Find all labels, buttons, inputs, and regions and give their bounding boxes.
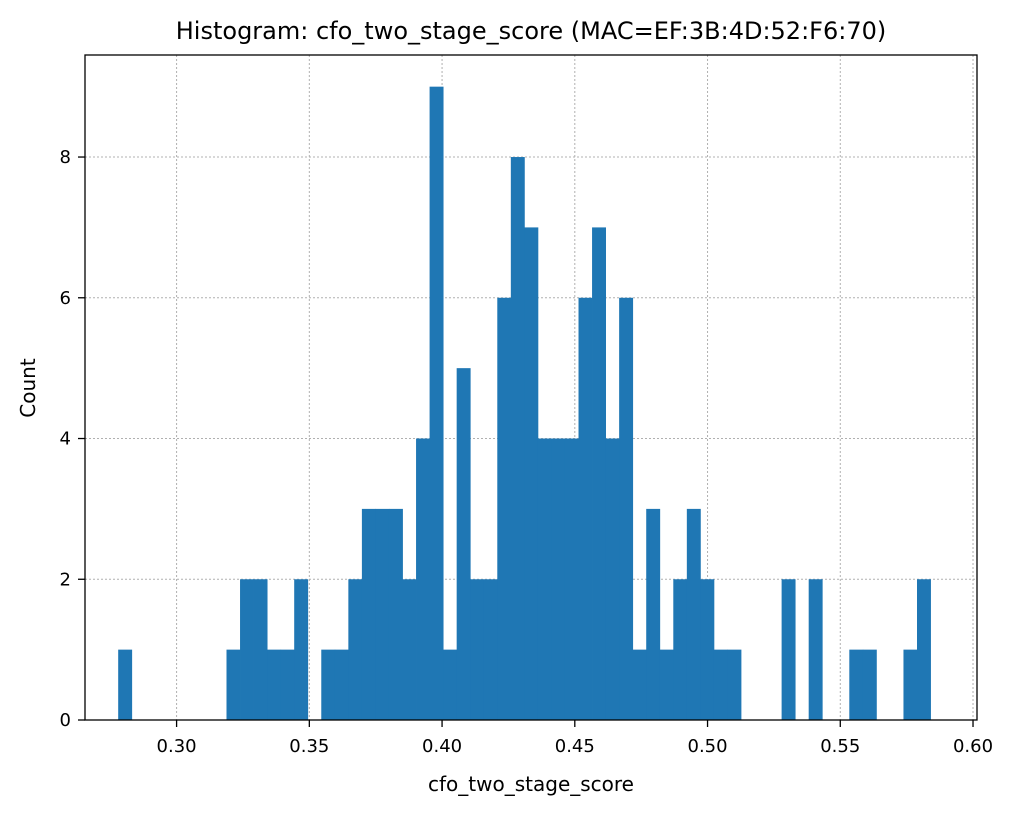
histogram-bar bbox=[402, 579, 417, 720]
plot-frame bbox=[84, 54, 978, 721]
histogram-bar bbox=[849, 649, 864, 720]
histogram-bar bbox=[524, 227, 539, 720]
y-axis-ticks: 0 2 4 6 8 bbox=[60, 147, 85, 731]
x-tick-label: 0.35 bbox=[289, 736, 329, 757]
chart-title: Histogram: cfo_two_stage_score (MAC=EF:3… bbox=[176, 17, 886, 45]
histogram-bar bbox=[673, 579, 688, 720]
histogram-bar bbox=[808, 579, 823, 720]
histogram-bar bbox=[917, 579, 931, 720]
histogram-bar bbox=[510, 157, 525, 720]
histogram-bar bbox=[578, 297, 593, 720]
histogram-bar bbox=[727, 649, 742, 720]
histogram-bar bbox=[470, 579, 485, 720]
y-tick-label: 2 bbox=[60, 569, 71, 590]
histogram-bar bbox=[700, 579, 715, 720]
histogram-bar bbox=[375, 508, 390, 720]
histogram-bar bbox=[334, 649, 349, 720]
histogram-bar bbox=[253, 579, 268, 720]
histogram-bar bbox=[537, 438, 552, 720]
histogram-bar bbox=[686, 508, 701, 720]
histogram-bar bbox=[592, 227, 606, 720]
histogram-bar bbox=[280, 649, 295, 720]
y-tick-label: 8 bbox=[60, 147, 71, 168]
histogram-bar bbox=[443, 649, 458, 720]
histogram-bar bbox=[497, 297, 512, 720]
histogram-bar bbox=[226, 649, 241, 720]
histogram-bar bbox=[294, 579, 309, 720]
histogram-bar bbox=[903, 649, 918, 720]
histogram-bar bbox=[456, 368, 471, 720]
histogram-bar bbox=[605, 438, 620, 720]
x-tick-label: 0.30 bbox=[157, 736, 197, 757]
histogram-bar bbox=[483, 579, 498, 720]
histogram-bar bbox=[646, 508, 661, 720]
histogram-bar bbox=[619, 297, 634, 720]
histogram-bar bbox=[429, 86, 444, 720]
y-tick-label: 6 bbox=[60, 288, 71, 309]
histogram-bar bbox=[551, 438, 566, 720]
x-tick-label: 0.45 bbox=[555, 736, 595, 757]
x-tick-label: 0.60 bbox=[953, 736, 993, 757]
histogram-bar bbox=[632, 649, 647, 720]
histogram-bar bbox=[388, 508, 403, 720]
y-tick-label: 4 bbox=[60, 429, 71, 450]
y-tick-label: 0 bbox=[60, 710, 71, 731]
histogram-bar bbox=[564, 438, 579, 720]
x-axis-ticks: 0.30 0.35 0.40 0.45 0.50 0.55 0.60 bbox=[157, 720, 993, 757]
histogram-bar bbox=[416, 438, 430, 720]
histogram-bar bbox=[361, 508, 376, 720]
x-tick-label: 0.50 bbox=[688, 736, 728, 757]
histogram-bar bbox=[348, 579, 363, 720]
histogram-bar bbox=[240, 579, 254, 720]
histogram-bar bbox=[781, 579, 796, 720]
x-tick-label: 0.55 bbox=[820, 736, 860, 757]
histogram-bar bbox=[659, 649, 674, 720]
x-axis-label: cfo_two_stage_score bbox=[428, 772, 634, 796]
y-axis-label: Count bbox=[16, 358, 40, 418]
histogram-bar bbox=[713, 649, 728, 720]
histogram-bar bbox=[862, 649, 877, 720]
histogram-bar bbox=[118, 649, 133, 720]
histogram-bar bbox=[267, 649, 282, 720]
histogram-bars bbox=[118, 86, 931, 720]
histogram-bar bbox=[321, 649, 336, 720]
x-tick-label: 0.40 bbox=[422, 736, 462, 757]
